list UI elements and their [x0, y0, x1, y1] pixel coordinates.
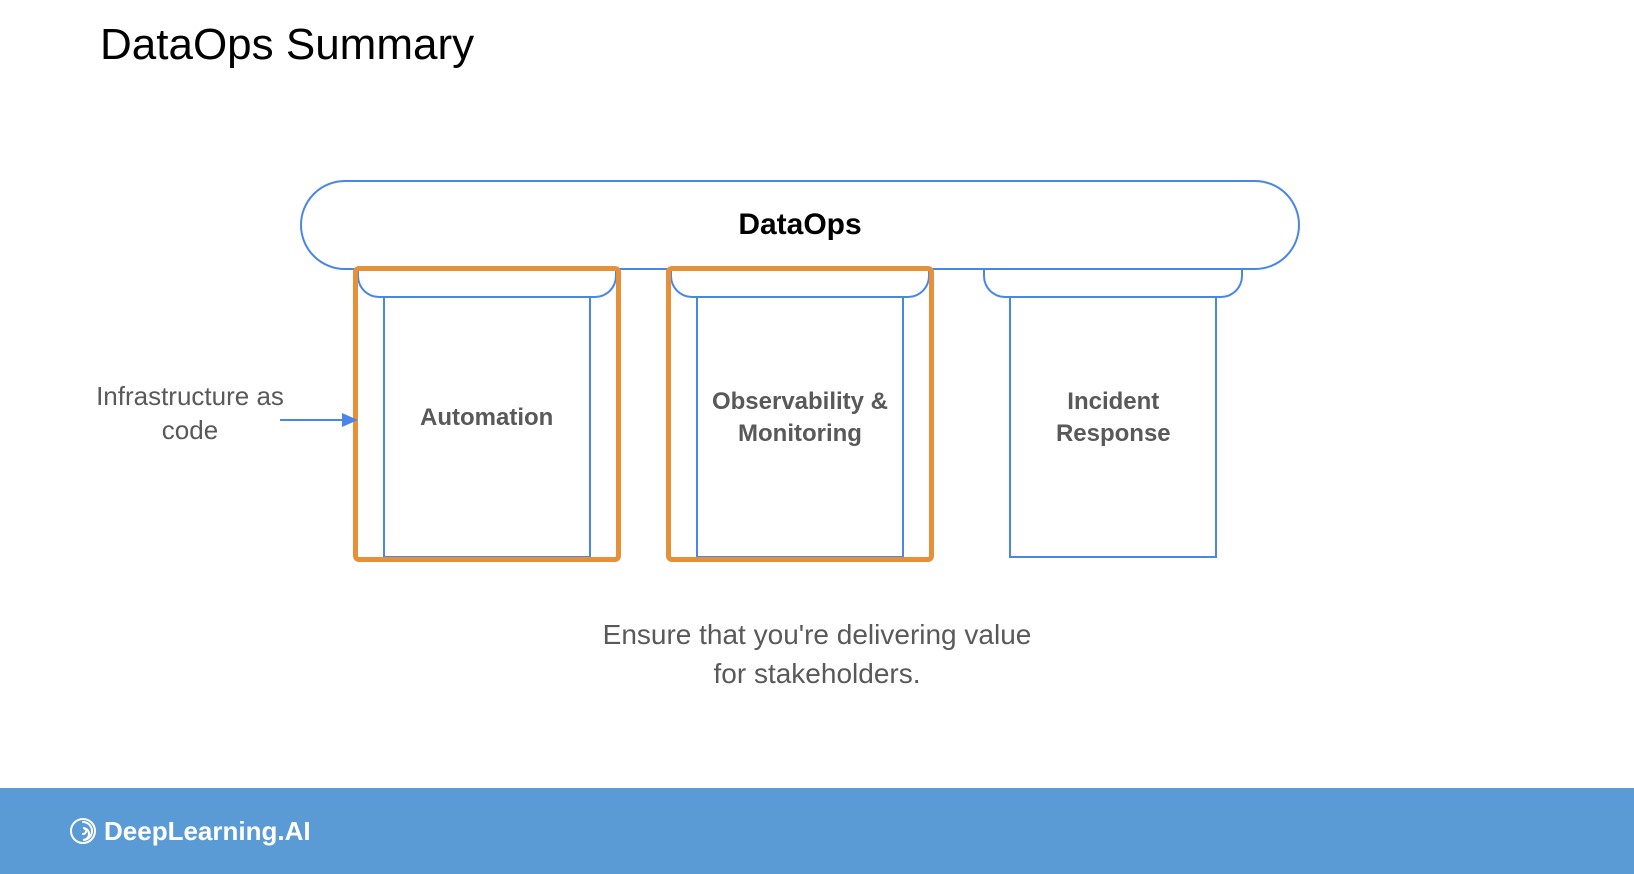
- slide-title: DataOps Summary: [100, 20, 474, 70]
- caption-line-2: for stakeholders.: [714, 658, 921, 689]
- pillar-shaft: Observability & Monitoring: [696, 278, 904, 558]
- pillar-label: Incident Response: [1019, 386, 1207, 451]
- annotation-label: Infrastructure as code: [90, 380, 290, 448]
- arrow-icon: [280, 410, 358, 430]
- diagram-roof: DataOps: [300, 180, 1300, 270]
- pillar-automation: Automation: [357, 270, 617, 558]
- footer-brand: DeepLearning.AI: [70, 816, 311, 847]
- footer-bar: DeepLearning.AI: [0, 788, 1634, 874]
- caption-line-1: Ensure that you're delivering value: [603, 619, 1032, 650]
- brand-swirl-icon: [70, 818, 96, 844]
- roof-label: DataOps: [738, 208, 861, 242]
- annotation-text: Infrastructure as code: [96, 381, 284, 445]
- brand-text: DeepLearning.AI: [104, 816, 311, 847]
- pillar-row: Automation Observability & Monitoring In…: [300, 270, 1300, 558]
- diagram-caption: Ensure that you're delivering value for …: [0, 615, 1634, 693]
- pillar-label: Observability & Monitoring: [706, 386, 894, 451]
- pillar-shaft: Automation: [383, 278, 591, 558]
- pillar-shaft: Incident Response: [1009, 278, 1217, 558]
- pillar-observability: Observability & Monitoring: [670, 270, 930, 558]
- pillar-incident-response: Incident Response: [983, 270, 1243, 558]
- pillar-label: Automation: [420, 402, 553, 434]
